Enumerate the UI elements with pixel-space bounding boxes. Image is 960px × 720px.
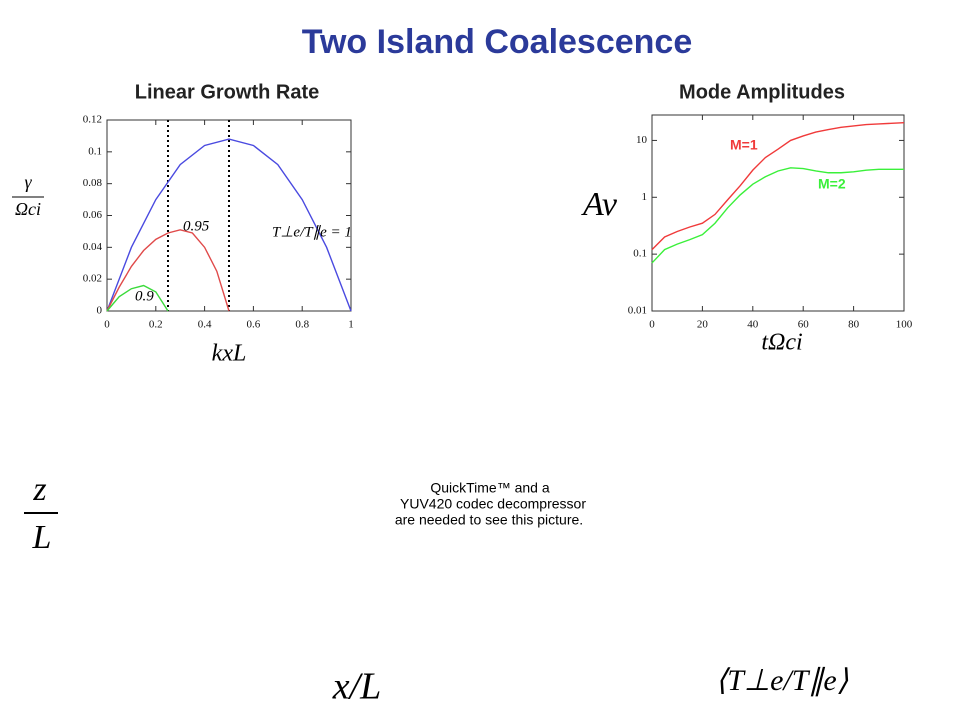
series-line [106,284,169,312]
x-tick-label: 80 [848,319,860,331]
x-tick-label: 40 [747,319,759,331]
y-label: L [32,519,52,556]
x-label: x/L [332,666,382,708]
y-tick-label: 0.1 [88,145,102,157]
y-tick-label: 1 [642,191,648,203]
y-tick-label: 10 [636,134,648,146]
slide-title: Two Island Coalescence [302,23,693,61]
y-tick-label: 0 [97,305,103,317]
x-tick-label: 0.4 [198,319,212,331]
series-line [651,167,904,264]
series-label: M=1 [730,137,758,153]
y-axis-label: Ωci [15,199,41,219]
x-tick-label: 1 [348,319,354,331]
series-line [106,229,230,312]
x-tick-label: 0.8 [295,319,309,331]
y-tick-label: 0.02 [83,273,102,285]
x-axis-label: kxL [212,341,247,367]
y-axis-label: Av [581,186,618,223]
chart-title: Mode Amplitudes [679,81,845,103]
colorbar-label: ⟨T⊥e/T∥e⟩ [716,664,849,697]
message-line: YUV420 codec decompressor [400,496,586,512]
y-tick-label: 0.1 [633,248,647,260]
x-tick-label: 0 [649,319,655,331]
x-tick-label: 0.6 [247,319,261,331]
plot-frame [651,114,905,312]
x-tick-label: 0 [104,319,110,331]
y-tick-label: 0.12 [83,114,102,126]
y-axis-label: γ [24,172,32,192]
x-axis-label: tΩci [761,330,802,356]
series-label: 0.9 [135,288,154,304]
y-tick-label: 0.06 [83,209,103,221]
x-tick-label: 20 [697,319,709,331]
series-line [106,138,352,312]
x-tick-label: 100 [896,319,913,331]
series-line [651,121,905,251]
x-tick-label: 60 [798,319,810,331]
x-tick-label: 0.2 [149,319,163,331]
y-tick-label: 0.04 [83,241,103,253]
y-tick-label: 0.08 [83,177,103,189]
chart-title: Linear Growth Rate [135,81,319,103]
message-line: QuickTime™ and a [430,480,550,496]
y-tick-label: 0.01 [628,305,647,317]
series-label: 0.95 [183,218,210,234]
series-label: M=2 [818,176,846,192]
message-line: are needed to see this picture. [395,512,583,528]
series-label: T⊥e/T∥e = 1 [272,224,352,240]
y-label: z [32,471,46,508]
